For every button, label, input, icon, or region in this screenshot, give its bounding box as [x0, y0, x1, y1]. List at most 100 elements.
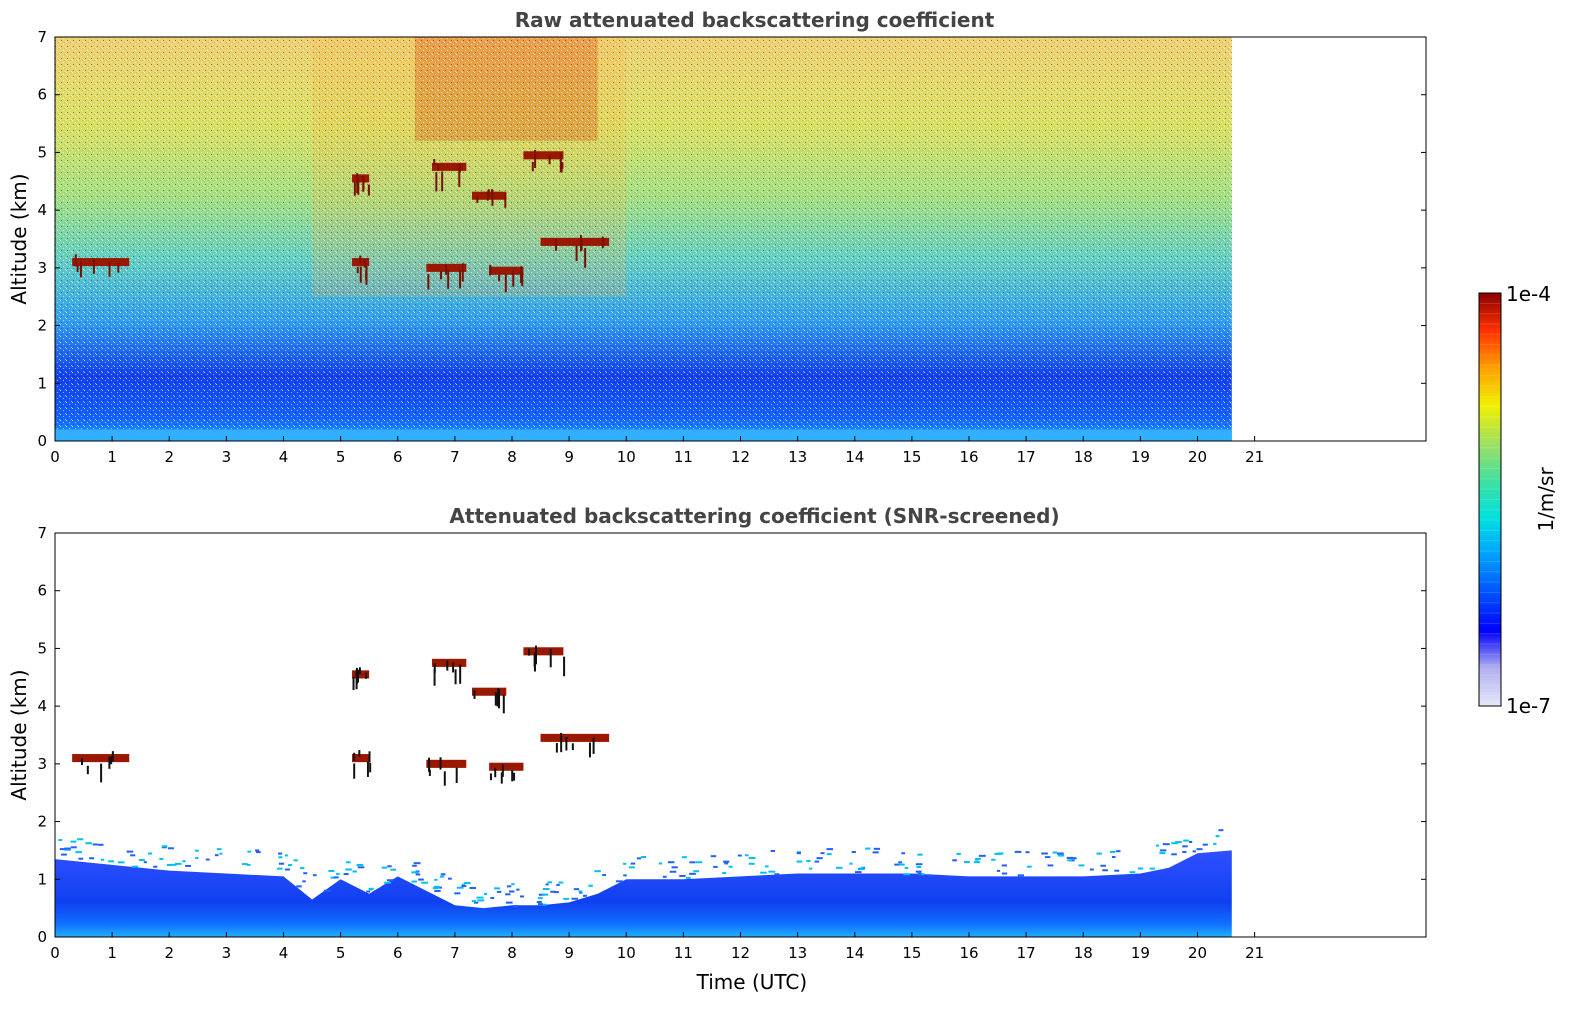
- bl-speckle: [512, 905, 518, 908]
- x-tick-label: 14: [845, 448, 864, 466]
- cloud-streak: [439, 757, 442, 770]
- y-tick-label: 7: [37, 524, 47, 542]
- cloud-streak: [490, 189, 493, 198]
- bl-speckle: [835, 866, 843, 869]
- x-tick-label: 2: [164, 448, 174, 466]
- x-tick-label: 0: [50, 944, 60, 962]
- bl-speckle: [216, 848, 222, 851]
- bl-speckle: [219, 852, 223, 855]
- bl-speckle: [808, 867, 813, 870]
- bl-speckle: [1159, 852, 1166, 855]
- bl-speckle: [1070, 857, 1077, 860]
- bl-speckle: [473, 901, 479, 904]
- cloud-streak: [358, 667, 361, 675]
- cloud-streak: [513, 772, 516, 781]
- bl-speckle: [542, 887, 550, 890]
- cloud-streak: [452, 662, 455, 673]
- bl-speckle: [917, 872, 922, 875]
- bl-speckle: [476, 896, 484, 899]
- cloud-streak: [367, 184, 370, 196]
- bl-speckle: [1202, 843, 1208, 846]
- bl-speckle: [1096, 852, 1102, 855]
- bl-speckle: [58, 839, 63, 842]
- y-tick-label: 3: [37, 259, 47, 277]
- bl-speckle: [814, 860, 820, 863]
- y-tick-label: 5: [37, 143, 47, 161]
- bl-speckle: [1171, 842, 1178, 845]
- bl-speckle: [296, 885, 302, 888]
- bl-speckle: [130, 854, 136, 857]
- cloud-layer: [472, 687, 507, 696]
- y-tick-label: 2: [37, 317, 47, 335]
- bl-speckle: [1213, 842, 1217, 845]
- x-tick-label: 18: [1074, 944, 1093, 962]
- bl-speckle: [432, 887, 439, 890]
- bl-speckle: [1112, 855, 1116, 858]
- y-tick-label: 6: [37, 582, 47, 600]
- colorbar-scale: [1479, 293, 1501, 706]
- bl-speckle: [1025, 851, 1030, 854]
- cloud-layer: [352, 174, 370, 183]
- bl-speckle: [284, 854, 288, 857]
- cloud-streak: [491, 190, 494, 206]
- bl-speckle: [205, 858, 210, 861]
- cloud-layer: [352, 670, 370, 679]
- bl-speckle: [386, 879, 393, 882]
- bl-speckle: [865, 847, 871, 850]
- bl-speckle: [247, 850, 252, 853]
- bl-speckle: [433, 885, 440, 888]
- bl-speckle: [685, 876, 691, 879]
- cloud-layer: [540, 733, 610, 742]
- cloud-streak: [110, 756, 113, 765]
- bl-speckle: [861, 866, 866, 869]
- cloud-streak: [76, 265, 79, 272]
- bl-speckle: [1067, 859, 1073, 862]
- bl-speckle: [277, 867, 283, 870]
- bl-speckle: [369, 888, 373, 891]
- cloud-streak: [531, 161, 534, 172]
- cloud-layer: [489, 266, 524, 275]
- bl-speckle: [1089, 868, 1094, 871]
- bl-speckle: [287, 864, 293, 867]
- bl-speckle: [169, 863, 177, 866]
- bl-speckle: [956, 852, 961, 855]
- bl-speckle: [159, 857, 164, 860]
- bl-speckle: [284, 868, 291, 871]
- cloud-streak: [359, 255, 362, 264]
- bl-speckle: [59, 848, 67, 851]
- boundary-layer-area: [55, 850, 1232, 937]
- bl-speckle: [384, 881, 392, 884]
- snr-screened-panel: Attenuated backscattering coefficient (S…: [7, 504, 1427, 994]
- bl-speckle: [760, 871, 767, 874]
- x-tick-label: 15: [902, 944, 921, 962]
- cloud-streak: [86, 765, 89, 775]
- cloud-streak: [458, 168, 461, 187]
- x-tick-label: 19: [1131, 448, 1150, 466]
- bl-speckle: [917, 853, 923, 856]
- bl-speckle: [411, 871, 419, 874]
- bl-speckle: [1115, 850, 1121, 853]
- heatmap-marks: [72, 149, 610, 293]
- x-tick-label: 14: [845, 944, 864, 962]
- bl-speckle: [994, 852, 1002, 855]
- bl-speckle: [185, 864, 192, 867]
- bl-speckle: [806, 859, 811, 862]
- cloud-streak: [441, 171, 444, 192]
- bl-speckle: [108, 860, 114, 863]
- cloud-streak: [366, 761, 369, 777]
- bl-speckle: [1182, 851, 1187, 854]
- bl-speckle: [537, 897, 543, 900]
- x-tick-label: 2: [164, 944, 174, 962]
- bl-speckle: [336, 873, 340, 876]
- cloud-streak: [79, 261, 82, 278]
- y-tick-label: 1: [37, 870, 47, 888]
- bl-speckle: [477, 899, 485, 902]
- cloud-streak: [108, 756, 111, 769]
- x-tick-label: 5: [336, 944, 346, 962]
- bl-speckle: [411, 880, 417, 883]
- x-tick-label: 6: [393, 448, 403, 466]
- bl-speckle: [390, 868, 397, 871]
- x-tick-label: 13: [788, 448, 807, 466]
- cloud-streak: [528, 648, 531, 656]
- bl-speckle: [872, 851, 879, 854]
